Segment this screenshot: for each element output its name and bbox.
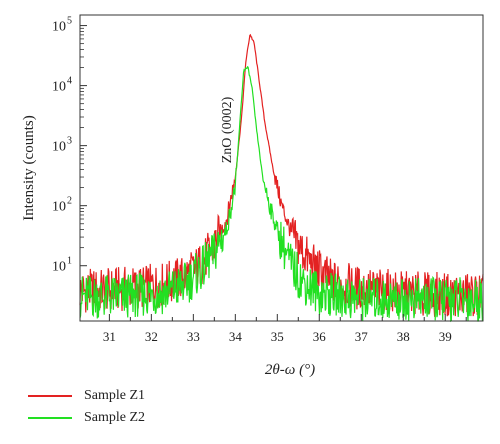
x-axis-label: 2θ-ω (°) — [265, 362, 315, 378]
series-layer — [79, 33, 484, 323]
y-tick-exponent: 2 — [67, 196, 72, 207]
y-axis-label: Intensity (counts) — [21, 115, 37, 220]
y-tick-exponent: 3 — [67, 136, 72, 147]
legend-swatch-z2 — [28, 417, 72, 419]
x-tick-label: 39 — [439, 329, 452, 344]
legend-label-z2: Sample Z2 — [84, 410, 146, 425]
x-tick-label: 31 — [103, 329, 116, 344]
x-tick-label: 36 — [313, 329, 327, 344]
legend-item-z2: Sample Z2 — [28, 407, 145, 429]
y-tick-exponent: 4 — [67, 76, 72, 87]
y-tick-label: 10 — [52, 20, 66, 35]
x-axis: 31 32 33 34 35 36 37 38 39 — [103, 314, 467, 344]
legend-label-z1: Sample Z1 — [84, 388, 146, 403]
series-line-z2 — [79, 65, 484, 323]
y-tick-label: 10 — [52, 80, 66, 95]
x-tick-label: 37 — [355, 329, 369, 344]
x-tick-label: 33 — [187, 329, 200, 344]
plot-frame — [79, 14, 484, 322]
y-tick-label: 10 — [52, 200, 66, 215]
series-line-z1 — [79, 33, 484, 317]
peak-annotation: ZnO (0002) — [220, 96, 235, 163]
x-tick-label: 34 — [229, 329, 243, 344]
legend-swatch-z1 — [28, 395, 72, 397]
y-tick-exponent: 5 — [67, 16, 72, 27]
y-tick-label: 10 — [52, 260, 66, 275]
x-tick-label: 35 — [271, 329, 284, 344]
y-tick-label: 10 — [52, 140, 66, 155]
legend: Sample Z1 Sample Z2 — [28, 385, 145, 429]
y-tick-exponent: 1 — [67, 256, 72, 267]
legend-item-z1: Sample Z1 — [28, 385, 145, 407]
x-tick-label: 32 — [145, 329, 158, 344]
x-tick-label: 38 — [397, 329, 410, 344]
